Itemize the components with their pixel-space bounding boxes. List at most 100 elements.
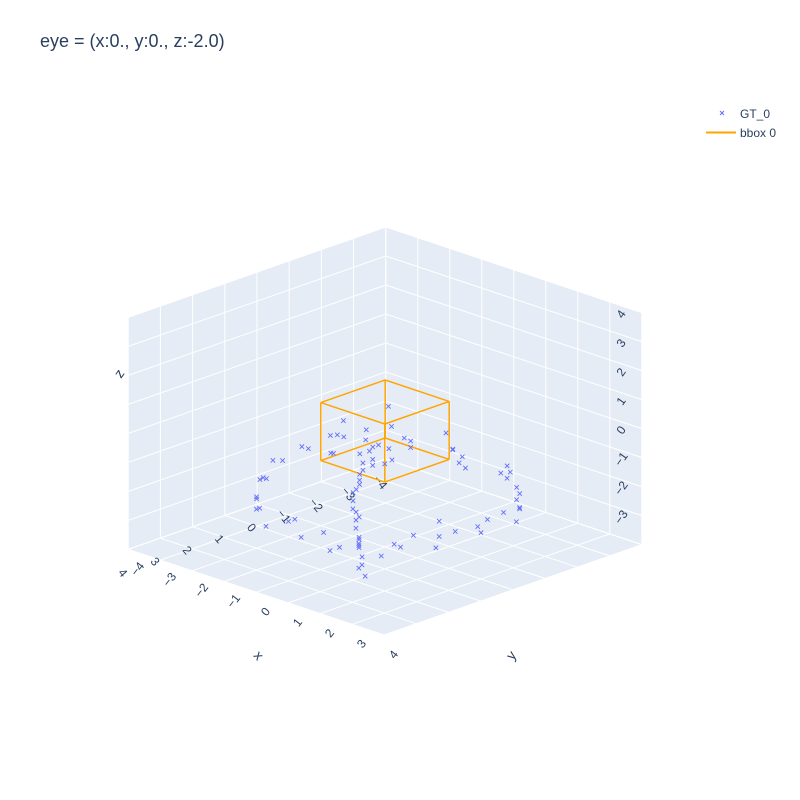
gt-0-point	[462, 465, 468, 471]
gt-0-point	[450, 447, 456, 453]
gridline-xy-x	[160, 537, 417, 625]
gt-0-point	[452, 529, 458, 535]
gt-0-point	[350, 506, 356, 512]
gt-0-point	[359, 554, 365, 560]
gt-0-point	[386, 446, 392, 452]
legend[interactable]: GT_0 bbox 0	[702, 104, 776, 142]
gridline-xy-x	[128, 548, 385, 636]
gt-0-point	[257, 477, 263, 483]
gridline-yz-z	[385, 284, 642, 372]
gt-0-point	[356, 537, 362, 543]
gridline-xz-z	[128, 226, 386, 318]
gt-0-point	[362, 573, 368, 579]
y-tick-label: 1	[290, 615, 305, 629]
x-axis-title: x	[251, 647, 268, 663]
z-axis-title: z	[110, 366, 127, 381]
y-tick-label: 4	[386, 647, 401, 661]
gt-0-point	[436, 533, 442, 540]
gt-0-point	[370, 462, 376, 468]
gridline-yz-z	[385, 313, 642, 401]
line-icon	[706, 131, 736, 134]
y-tick-label: −4	[128, 559, 148, 579]
legend-item-gt-0[interactable]: GT_0	[702, 104, 776, 123]
gt-0-point	[357, 451, 363, 457]
gt-0-point	[475, 524, 481, 530]
gt-0-point	[285, 518, 291, 524]
gt-0-point	[298, 534, 304, 540]
gridline-xy-x	[192, 526, 449, 613]
gridline-xy-y	[352, 533, 610, 625]
gt-0-point	[337, 544, 343, 550]
gt-0-point	[401, 435, 407, 441]
gt-0-point	[357, 471, 363, 477]
gt-0-point	[263, 523, 269, 529]
gridline-yz-z	[385, 255, 642, 343]
gt-0-point	[254, 494, 260, 500]
gt-0-point	[436, 518, 442, 524]
gt-0-point	[370, 456, 376, 462]
gt-0-point	[253, 506, 259, 512]
bbox-edge	[384, 400, 450, 425]
bbox-edge	[384, 379, 450, 403]
gt-0-point	[353, 486, 359, 492]
gt-0-point	[408, 445, 414, 451]
gt-0-point	[501, 509, 507, 516]
gt-0-point	[280, 458, 286, 464]
gt-0-point	[370, 444, 376, 450]
bbox-edge	[384, 458, 450, 483]
gridline-xy-y	[288, 512, 546, 604]
gt-0-point	[341, 434, 347, 440]
gridline-xz-z	[128, 255, 386, 347]
legend-label-bbox-0: bbox 0	[740, 125, 777, 140]
gt-0-point	[513, 519, 519, 525]
gt-0-point	[334, 432, 340, 438]
gt-0-point	[270, 457, 276, 463]
y-tick-label: −3	[160, 570, 180, 590]
gt-0-point	[350, 498, 356, 504]
gt-0-point	[408, 438, 414, 444]
gt-0-point	[443, 430, 449, 436]
gt-0-point	[356, 543, 362, 549]
gt-0-point	[327, 548, 333, 554]
gt-0-point	[504, 475, 510, 481]
gt-0-point	[299, 444, 305, 450]
gt-0-point	[391, 541, 397, 547]
gt-0-point	[292, 516, 298, 522]
gridlines	[127, 226, 643, 636]
gt-0-trace	[253, 403, 523, 579]
gt-0-point	[456, 460, 462, 466]
y-tick-label: 3	[354, 637, 369, 651]
gridline-xz-z	[128, 313, 386, 405]
gridline-yz-z	[385, 342, 642, 430]
bbox-edge	[320, 401, 386, 425]
gt-0-point	[478, 530, 484, 536]
gt-0-point	[305, 446, 311, 452]
gt-0-point	[340, 418, 346, 424]
gt-0-point	[360, 467, 366, 473]
y-axis-title: y	[503, 648, 520, 663]
gt-0-point	[398, 544, 404, 550]
gt-0-point	[263, 476, 269, 482]
gridline-xz-z	[128, 342, 386, 434]
legend-item-bbox-0[interactable]: bbox 0	[702, 123, 776, 142]
gt-0-point	[517, 505, 523, 511]
gt-0-point	[517, 491, 523, 497]
gt-0-point	[257, 505, 263, 511]
bbox-edge	[320, 459, 386, 483]
bbox-edge	[320, 379, 386, 404]
gt-0-point	[498, 470, 504, 476]
gridline-yz-z	[385, 226, 642, 314]
bbox-edge	[320, 437, 386, 462]
gt-0-point	[378, 553, 384, 559]
gt-0-point	[357, 482, 363, 488]
gt-0-point	[389, 423, 395, 429]
gridline-xz-z	[128, 284, 386, 376]
gt-0-point	[359, 562, 365, 568]
gt-0-point	[360, 460, 366, 466]
bbox-0-trace	[320, 379, 450, 483]
gt-0-point	[363, 437, 369, 443]
y-tick-label: −1	[224, 591, 244, 611]
x-marker-icon	[719, 110, 725, 116]
gt-0-point	[385, 403, 391, 409]
